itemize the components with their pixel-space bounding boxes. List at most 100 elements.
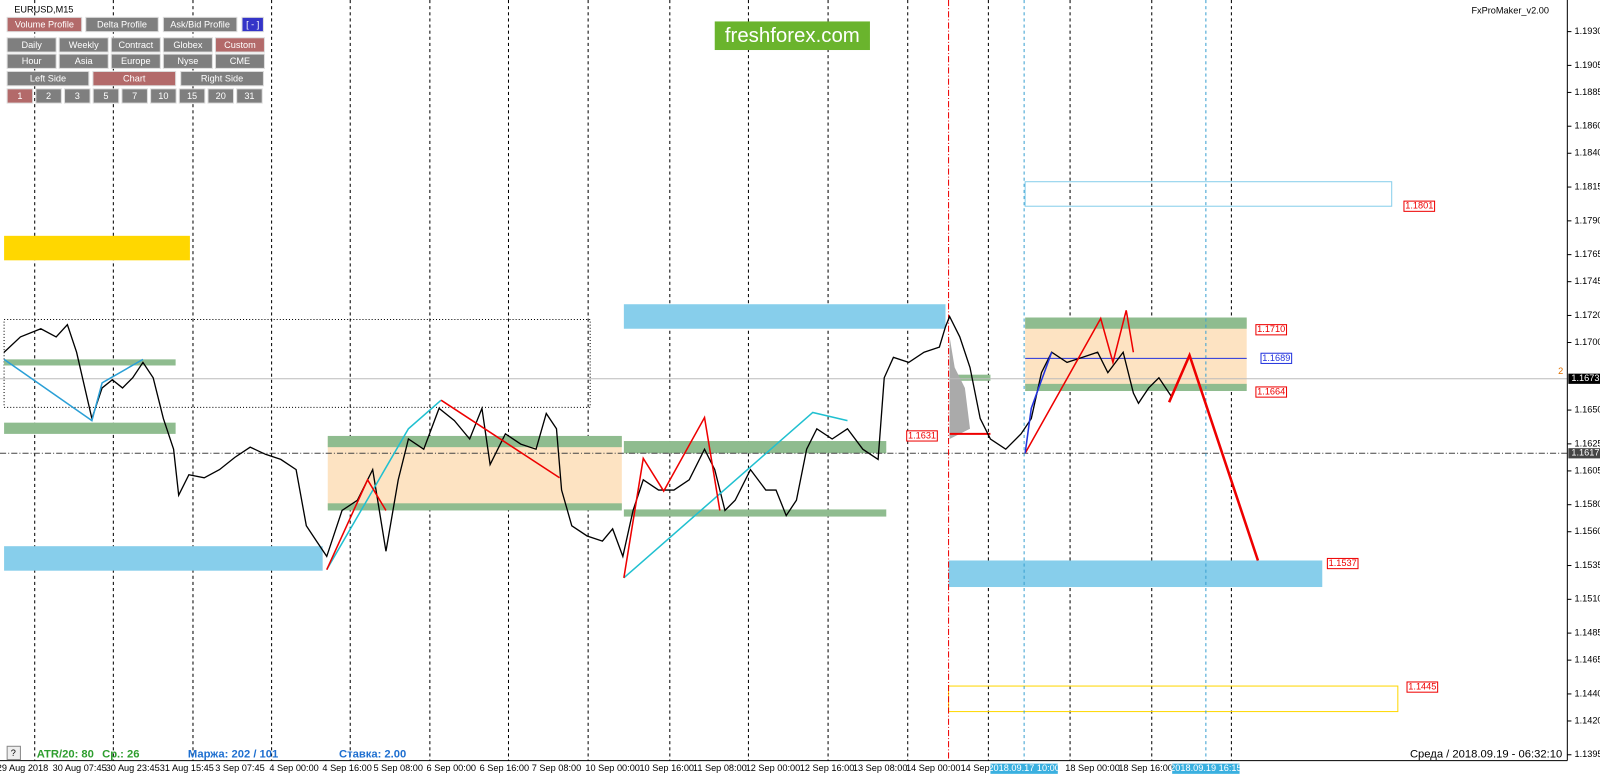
price-tick-label: 1.1465 — [1574, 655, 1600, 665]
level-label: 1.1537 — [1329, 558, 1357, 568]
button-label[interactable]: Weekly — [69, 40, 99, 50]
price-badge — [1568, 373, 1600, 384]
time-label: 31 Aug 15:45 — [160, 763, 214, 773]
time-label: 4 Sep 00:00 — [269, 763, 318, 773]
button-label[interactable]: 10 — [158, 91, 168, 101]
button[interactable] — [162, 53, 213, 69]
ui: EURUSD,M15 FxProMaker_v2.00 freshforex.c… — [6, 5, 1563, 761]
button-label[interactable]: Right Side — [201, 74, 243, 84]
button[interactable] — [6, 16, 83, 33]
button[interactable] — [236, 88, 263, 104]
button-label[interactable]: 5 — [103, 91, 108, 101]
level-label: 1.1710 — [1257, 324, 1285, 334]
button-label[interactable]: 31 — [244, 91, 254, 101]
level-box — [906, 430, 938, 442]
button[interactable] — [214, 37, 265, 53]
time-label: 18 Sep 00:00 — [1065, 763, 1120, 773]
button[interactable] — [6, 53, 57, 69]
button-label[interactable]: [ - ] — [246, 19, 259, 29]
button[interactable] — [58, 53, 109, 69]
help-label[interactable]: ? — [11, 748, 16, 758]
button[interactable] — [92, 70, 177, 87]
button[interactable] — [110, 37, 161, 53]
button-label[interactable]: Chart — [123, 74, 146, 84]
level-label: 1.1631 — [908, 430, 936, 440]
price-tick-label: 1.1790 — [1574, 215, 1600, 225]
button-label[interactable]: Hour — [22, 56, 42, 66]
button-label[interactable]: Europe — [121, 56, 151, 66]
button-label[interactable]: Globex — [173, 40, 202, 50]
price-tick-label: 1.1720 — [1574, 310, 1600, 320]
time-label: 13 Sep 08:00 — [853, 763, 908, 773]
price-tick-label: 1.1395 — [1574, 749, 1600, 759]
button-label[interactable]: Asia — [75, 56, 94, 66]
time-label: 10 Sep 16:00 — [639, 763, 694, 773]
level-label: 1.1664 — [1257, 386, 1285, 396]
price-tick-label: 1.1650 — [1574, 405, 1600, 415]
price-tick-label: 1.1625 — [1574, 438, 1600, 448]
level-box — [1260, 352, 1293, 364]
button-label[interactable]: Delta Profile — [97, 19, 147, 29]
button[interactable] — [207, 88, 235, 104]
button-label[interactable]: Daily — [21, 40, 42, 50]
button-label[interactable]: Nyse — [177, 56, 198, 66]
time-label: 5 Sep 08:00 — [373, 763, 422, 773]
button[interactable] — [6, 88, 34, 104]
price-tick-label: 1.1930 — [1574, 26, 1600, 36]
time-label: 2018.09.19 16:15 — [1170, 763, 1241, 773]
button[interactable] — [58, 37, 109, 53]
button[interactable] — [110, 53, 161, 69]
button-label[interactable]: 2 — [46, 91, 51, 101]
button-label[interactable]: 20 — [216, 91, 226, 101]
button[interactable] — [162, 37, 213, 53]
watermark: freshforex.com — [725, 25, 860, 47]
price-tick-label: 1.1605 — [1574, 465, 1600, 475]
level-box — [1255, 386, 1288, 398]
swap: Ставка: 2.00 — [339, 748, 406, 760]
price-badge-label: 1.1617 — [1571, 448, 1599, 458]
button-label[interactable]: Custom — [224, 40, 256, 50]
price-tick-label: 1.1485 — [1574, 628, 1600, 638]
button[interactable] — [162, 16, 238, 33]
button-label[interactable]: CME — [230, 56, 250, 66]
price-badge-label: 1.1673 — [1571, 373, 1599, 383]
price-tick-label: 1.1440 — [1574, 688, 1600, 698]
button[interactable] — [64, 88, 91, 104]
button-label[interactable]: 15 — [187, 91, 197, 101]
button-label[interactable]: Left Side — [30, 74, 66, 84]
price-tick-label: 1.1905 — [1574, 60, 1600, 70]
help-button[interactable] — [6, 745, 21, 761]
button-label[interactable]: 7 — [132, 91, 137, 101]
button-label[interactable]: Contract — [118, 40, 153, 50]
level-box — [1406, 681, 1439, 693]
price-tick-label: 1.1885 — [1574, 87, 1600, 97]
symbol: EURUSD,M15 — [14, 5, 73, 15]
time-label: 14 Sep 00:00 — [906, 763, 961, 773]
button[interactable] — [180, 70, 264, 87]
price-badge — [1568, 448, 1600, 459]
time-label: 12 Sep 00:00 — [746, 763, 801, 773]
price-tick-label: 1.1580 — [1574, 499, 1600, 509]
watermark-box — [714, 21, 870, 51]
button-label[interactable]: Ask/Bid Profile — [170, 19, 230, 29]
button-label[interactable]: 1 — [17, 91, 22, 101]
button-label[interactable]: Volume Profile — [15, 19, 74, 29]
time-label: 4 Sep 16:00 — [322, 763, 371, 773]
button[interactable] — [178, 88, 206, 104]
time-highlight — [990, 763, 1058, 774]
button[interactable] — [6, 37, 57, 53]
button[interactable] — [214, 53, 265, 69]
price-tick-label: 1.1815 — [1574, 181, 1600, 191]
button[interactable] — [6, 70, 90, 87]
button[interactable] — [241, 16, 264, 33]
button-label[interactable]: 3 — [75, 91, 80, 101]
button[interactable] — [92, 88, 120, 104]
button[interactable] — [150, 88, 177, 104]
button[interactable] — [121, 88, 148, 104]
indicator-name: FxProMaker_v2.00 — [1471, 6, 1548, 16]
price-tick-label: 1.1860 — [1574, 121, 1600, 131]
time-label: 12 Sep 16:00 — [800, 763, 855, 773]
time-label: 6 Sep 00:00 — [427, 763, 476, 773]
button[interactable] — [85, 16, 159, 33]
button[interactable] — [35, 88, 62, 104]
